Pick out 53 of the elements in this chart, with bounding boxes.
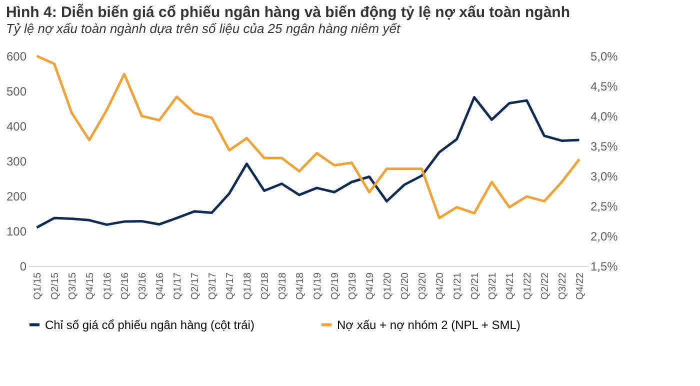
x-tick-label: Q3/20 — [417, 272, 428, 300]
y-tick-label: 100 — [6, 224, 27, 238]
y2-tick-label: 3,0% — [590, 170, 618, 184]
y-tick-label: 500 — [6, 84, 27, 98]
x-tick-label: Q2/16 — [120, 272, 131, 300]
x-tick-label: Q3/22 — [557, 272, 568, 300]
y2-tick-label: 2,5% — [590, 200, 618, 214]
x-tick-label: Q3/19 — [347, 272, 358, 300]
x-tick-label: Q4/22 — [574, 272, 586, 300]
legend-label: Nợ xấu + nợ nhóm 2 (NPL + SML) — [337, 318, 520, 332]
x-tick-label: Q1/18 — [242, 272, 254, 300]
x-tick-label: Q1/22 — [522, 272, 534, 300]
x-tick-label: Q1/16 — [102, 272, 114, 300]
x-tick-label: Q4/16 — [154, 272, 166, 300]
line-series — [36, 54, 580, 220]
y-tick-label: 400 — [6, 120, 27, 134]
y-tick-label: 200 — [6, 190, 27, 204]
x-tick-label: Q2/19 — [330, 272, 341, 300]
x-tick-label: Q3/18 — [277, 272, 288, 300]
line-series — [36, 96, 580, 229]
y2-tick-label: 5,0% — [590, 50, 618, 64]
x-tick-label: Q1/19 — [312, 272, 324, 300]
x-tick-label: Q2/17 — [190, 272, 201, 300]
y-tick-label: 300 — [6, 154, 27, 168]
x-tick-label: Q4/15 — [84, 272, 96, 300]
legend-label: Chỉ số giá cổ phiếu ngân hàng (cột trái) — [45, 318, 254, 332]
y2-tick-label: 2,0% — [590, 230, 618, 244]
x-tick-label: Q2/20 — [400, 272, 411, 300]
y2-tick-label: 4,0% — [590, 110, 618, 124]
chart-subtitle: Tỷ lệ nợ xấu toàn ngành dựa trên số liệu của 25 ngân hàng niêm yết — [6, 21, 402, 36]
chart-title: Hình 4: Diễn biến giá cổ phiếu ngân hàng và biến động tỷ lệ nợ xấu toàn ngành — [6, 3, 570, 21]
x-tick-label: Q3/15 — [67, 272, 78, 300]
x-tick-label: Q4/21 — [504, 272, 516, 300]
x-tick-label: Q3/16 — [137, 272, 148, 300]
y2-tick-label: 4,5% — [590, 80, 618, 94]
x-tick-label: Q1/15 — [32, 272, 44, 300]
x-tick-label: Q2/15 — [50, 272, 61, 300]
x-tick-label: Q1/21 — [452, 272, 464, 300]
x-tick-label: Q2/22 — [540, 272, 551, 300]
x-tick-label: Q1/17 — [172, 272, 184, 300]
y-tick-label: 0 — [20, 260, 27, 274]
x-tick-label: Q4/17 — [224, 272, 236, 300]
x-tick-label: Q4/18 — [294, 272, 306, 300]
x-tick-label: Q2/18 — [260, 272, 271, 300]
x-tick-label: Q2/21 — [470, 272, 481, 300]
x-tick-label: Q4/19 — [364, 272, 376, 300]
y-tick-label: 600 — [6, 50, 27, 64]
x-tick-label: Q3/21 — [487, 272, 498, 300]
y2-tick-label: 3,5% — [590, 140, 618, 154]
y2-tick-label: 1,5% — [590, 260, 618, 274]
x-tick-label: Q3/17 — [207, 272, 218, 300]
x-tick-label: Q4/20 — [434, 272, 446, 300]
x-tick-label: Q1/20 — [382, 272, 394, 300]
